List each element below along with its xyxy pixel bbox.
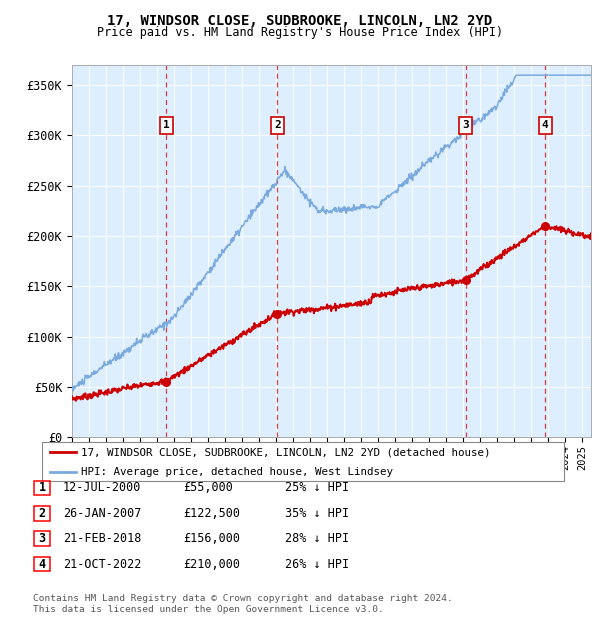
FancyBboxPatch shape — [34, 480, 50, 495]
Text: 21-FEB-2018: 21-FEB-2018 — [63, 533, 142, 545]
FancyBboxPatch shape — [34, 557, 50, 572]
Text: 35% ↓ HPI: 35% ↓ HPI — [285, 507, 349, 520]
Text: 4: 4 — [38, 558, 46, 570]
Text: 1: 1 — [38, 482, 46, 494]
FancyBboxPatch shape — [34, 506, 50, 521]
Text: HPI: Average price, detached house, West Lindsey: HPI: Average price, detached house, West… — [81, 467, 393, 477]
Text: 12-JUL-2000: 12-JUL-2000 — [63, 482, 142, 494]
Text: £156,000: £156,000 — [183, 533, 240, 545]
FancyBboxPatch shape — [34, 531, 50, 546]
Text: 1: 1 — [163, 120, 169, 130]
Text: Price paid vs. HM Land Registry's House Price Index (HPI): Price paid vs. HM Land Registry's House … — [97, 26, 503, 39]
Text: £122,500: £122,500 — [183, 507, 240, 520]
Text: 2: 2 — [274, 120, 281, 130]
Text: 2: 2 — [38, 507, 46, 520]
Text: 21-OCT-2022: 21-OCT-2022 — [63, 558, 142, 570]
Text: £55,000: £55,000 — [183, 482, 233, 494]
Text: £210,000: £210,000 — [183, 558, 240, 570]
Text: 4: 4 — [542, 120, 548, 130]
FancyBboxPatch shape — [42, 442, 564, 481]
Text: 17, WINDSOR CLOSE, SUDBROOKE, LINCOLN, LN2 2YD: 17, WINDSOR CLOSE, SUDBROOKE, LINCOLN, L… — [107, 14, 493, 28]
Text: 17, WINDSOR CLOSE, SUDBROOKE, LINCOLN, LN2 2YD (detached house): 17, WINDSOR CLOSE, SUDBROOKE, LINCOLN, L… — [81, 448, 491, 458]
Text: 28% ↓ HPI: 28% ↓ HPI — [285, 533, 349, 545]
Text: 26% ↓ HPI: 26% ↓ HPI — [285, 558, 349, 570]
Text: 3: 3 — [38, 533, 46, 545]
Text: Contains HM Land Registry data © Crown copyright and database right 2024.
This d: Contains HM Land Registry data © Crown c… — [33, 595, 453, 614]
Text: 26-JAN-2007: 26-JAN-2007 — [63, 507, 142, 520]
Text: 25% ↓ HPI: 25% ↓ HPI — [285, 482, 349, 494]
Text: 3: 3 — [463, 120, 469, 130]
